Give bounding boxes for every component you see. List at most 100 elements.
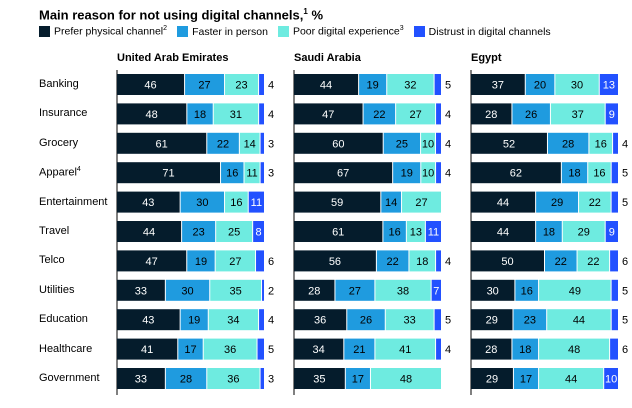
bar-value-label: 48 — [568, 344, 580, 356]
bar-value-label: 5 — [445, 315, 451, 327]
panel-title-saudi-arabia: Saudi Arabia — [294, 52, 361, 64]
bar-value-label: 47 — [146, 256, 158, 268]
bar-value-label: 4 — [445, 344, 451, 356]
bar-segment-poor-digital — [225, 191, 248, 213]
bar-value-label: 28 — [308, 285, 320, 297]
bar-value-label: 71 — [162, 168, 174, 180]
bar-value-label: 38 — [397, 285, 409, 297]
bar-segment-distrust — [610, 338, 618, 360]
bar-value-label: 23 — [524, 315, 536, 327]
bar-segment-faster-in-person — [178, 338, 203, 360]
bar-value-label: 22 — [555, 256, 567, 268]
category-label-healthcare: Healthcare — [39, 343, 92, 355]
bar-segment-poor-digital — [215, 250, 256, 272]
bar-value-label: 16 — [230, 197, 242, 209]
bar-segment-distrust — [611, 191, 618, 213]
bar-value-label: 22 — [217, 138, 229, 150]
category-label-text: Education — [39, 313, 88, 326]
bar-segment-faster-in-person — [536, 191, 579, 213]
bar-value-label: 28 — [562, 138, 574, 150]
bar-segment-distrust — [436, 250, 441, 272]
bar-value-label: 27 — [415, 197, 427, 209]
bar-segment-poor-digital — [225, 74, 259, 95]
bar-segment-distrust — [260, 132, 264, 154]
bar-value-label: 46 — [144, 80, 156, 92]
bar-segment-poor-digital — [210, 279, 262, 301]
bar-segment-poor-digital — [375, 279, 431, 301]
bar-segment-distrust — [253, 221, 264, 242]
bar-segment-faster-in-person — [515, 279, 539, 301]
bar-segment-poor-digital — [406, 221, 425, 242]
bar-value-label: 22 — [387, 256, 399, 268]
bar-value-label: 62 — [510, 168, 522, 180]
bar-value-label: 5 — [445, 80, 451, 92]
bar-value-label: 23 — [235, 80, 247, 92]
bar-value-label: 11 — [428, 227, 439, 239]
bar-segment-faster-in-person — [344, 338, 375, 360]
bar-segment-poor-digital — [385, 309, 434, 331]
chart-title-footnote: 1 — [303, 7, 308, 16]
bar-value-label: 37 — [572, 109, 584, 121]
bar-segment-distrust — [260, 162, 264, 184]
bar-segment-distrust — [257, 338, 264, 360]
bar-value-label: 28 — [485, 109, 497, 121]
bar-value-label: 26 — [525, 109, 537, 121]
bar-value-label: 3 — [268, 374, 274, 386]
bar-value-label: 9 — [609, 109, 615, 121]
legend-swatch — [177, 25, 189, 37]
category-label-education: Education — [39, 313, 88, 325]
bar-value-label: 44 — [143, 227, 155, 239]
bar-segment-poor-digital — [577, 250, 610, 272]
category-label-text: Insurance — [39, 107, 88, 120]
bar-segment-faster-in-person — [545, 250, 577, 272]
bar-value-label: 26 — [360, 315, 372, 327]
bar-value-label: 16 — [226, 168, 238, 180]
legend-label: Poor digital experience — [292, 25, 400, 38]
bar-segment-distrust — [262, 279, 264, 301]
bar-segment-distrust — [604, 368, 618, 389]
category-label-utilities: Utilities — [39, 284, 74, 296]
bar-value-label: 14 — [385, 197, 397, 209]
bar-segment-prefer-physical — [294, 74, 359, 95]
bar-segment-prefer-physical — [294, 309, 347, 331]
legend-footnote: 2 — [163, 25, 168, 32]
bar-segment-prefer-physical — [471, 309, 513, 331]
bar-value-label: 6 — [268, 256, 274, 268]
category-label-text: Travel — [39, 225, 70, 237]
bar-value-label: 3 — [268, 168, 274, 180]
bar-segment-distrust — [599, 74, 618, 95]
legend-swatch — [39, 25, 50, 37]
bar-segment-poor-digital — [244, 162, 260, 184]
bar-value-label: 48 — [400, 374, 412, 386]
bar-value-label: 5 — [268, 344, 274, 356]
bar-segment-poor-digital — [409, 250, 436, 272]
bar-segment-faster-in-person — [381, 191, 402, 213]
bar-value-label: 22 — [587, 256, 599, 268]
legend-label: Distrust in digital channels — [428, 25, 551, 38]
category-label-text: Banking — [39, 78, 79, 90]
bar-segment-faster-in-person — [376, 250, 409, 272]
bar-value-label: 37 — [492, 80, 504, 92]
bar-segment-prefer-physical — [117, 368, 165, 389]
bar-segment-poor-digital — [387, 74, 434, 95]
bar-value-label: 30 — [181, 285, 193, 297]
bar-value-label: 43 — [142, 315, 154, 327]
bar-segment-poor-digital — [421, 162, 436, 184]
bar-segment-prefer-physical — [294, 103, 363, 125]
bar-segment-poor-digital — [539, 338, 610, 360]
bar-segment-prefer-physical — [117, 162, 221, 184]
bar-value-label: 33 — [135, 374, 147, 386]
bar-segment-distrust — [434, 309, 441, 331]
chart-title-unit: % — [307, 7, 323, 23]
bar-value-label: 56 — [329, 256, 341, 268]
bar-value-label: 35 — [313, 374, 325, 386]
bar-value-label: 4 — [445, 109, 451, 121]
bar-value-label: 36 — [224, 344, 236, 356]
bar-segment-faster-in-person — [187, 250, 215, 272]
bar-segment-prefer-physical — [294, 191, 381, 213]
bar-segment-poor-digital — [589, 132, 613, 154]
bar-segment-poor-digital — [562, 221, 605, 242]
bar-value-label: 50 — [501, 256, 513, 268]
bar-value-label: 18 — [519, 344, 531, 356]
